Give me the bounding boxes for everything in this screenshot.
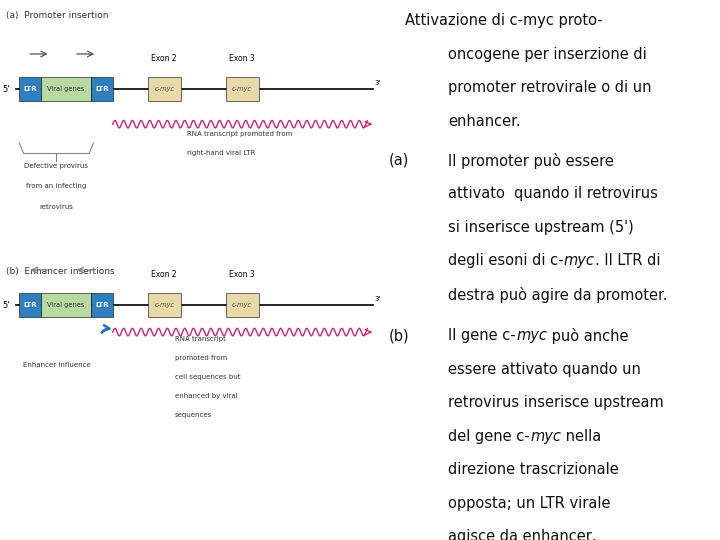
Bar	[148, 77, 181, 101]
Text: promoter retrovirale o di un: promoter retrovirale o di un	[449, 80, 652, 96]
Text: Exon 2: Exon 2	[151, 54, 177, 63]
Text: LTR: LTR	[95, 86, 109, 92]
Text: del gene c-: del gene c-	[449, 429, 530, 444]
Text: destra può agire da promoter.: destra può agire da promoter.	[449, 287, 668, 303]
Text: si inserisce upstream (5'): si inserisce upstream (5')	[449, 220, 634, 235]
Text: RNA transcript promoted from: RNA transcript promoted from	[186, 131, 292, 137]
Text: essere attivato quando un: essere attivato quando un	[449, 362, 642, 377]
Text: (a): (a)	[389, 153, 409, 168]
Text: LTR: LTR	[23, 86, 37, 92]
Bar	[91, 293, 113, 317]
Bar	[148, 293, 181, 317]
Bar	[19, 293, 41, 317]
Text: from an infecting: from an infecting	[26, 183, 86, 189]
Text: (b)  Enhancer insertions: (b) Enhancer insertions	[6, 267, 114, 276]
Text: opposta; un LTR virale: opposta; un LTR virale	[449, 496, 611, 511]
Text: LTR: LTR	[23, 302, 37, 308]
Text: myc: myc	[564, 253, 595, 268]
Text: Exon 3: Exon 3	[229, 54, 255, 63]
Text: LTR: LTR	[95, 302, 109, 308]
Text: (a)  Promoter insertion: (a) Promoter insertion	[6, 11, 108, 20]
Text: retrovirus inserisce upstream: retrovirus inserisce upstream	[449, 395, 664, 410]
Text: direzione trascrizionale: direzione trascrizionale	[449, 462, 619, 477]
Text: . Il LTR di: . Il LTR di	[595, 253, 660, 268]
Text: cell sequences but: cell sequences but	[175, 374, 240, 380]
Text: Defective provirus: Defective provirus	[24, 163, 89, 168]
Text: (b): (b)	[389, 328, 410, 343]
Bar	[19, 77, 41, 101]
Bar	[225, 293, 258, 317]
Bar	[225, 77, 258, 101]
Text: Il gene c-: Il gene c-	[449, 328, 516, 343]
Text: Il promoter può essere: Il promoter può essere	[449, 153, 614, 169]
Text: Viral genes: Viral genes	[48, 302, 85, 308]
Text: degli esoni di c-: degli esoni di c-	[449, 253, 564, 268]
Text: myc: myc	[530, 429, 561, 444]
Text: oncogene per inserzione di: oncogene per inserzione di	[449, 47, 647, 62]
Text: RNA transcript: RNA transcript	[175, 336, 226, 342]
Text: promoted from: promoted from	[175, 355, 228, 361]
Text: Enhancer influence: Enhancer influence	[22, 362, 90, 368]
Text: enhanced by viral: enhanced by viral	[175, 393, 238, 399]
Text: 3': 3'	[374, 295, 380, 302]
Text: 3': 3'	[374, 79, 380, 86]
Text: right-hand viral LTR: right-hand viral LTR	[186, 150, 255, 156]
Text: sequences: sequences	[175, 412, 212, 418]
Text: Exon 3: Exon 3	[229, 270, 255, 279]
Text: myc: myc	[516, 328, 547, 343]
Text: nella: nella	[561, 429, 601, 444]
Text: agisce da enhancer,: agisce da enhancer,	[449, 529, 597, 540]
Text: c-myc: c-myc	[154, 86, 174, 92]
Bar	[41, 293, 91, 317]
Bar	[41, 77, 91, 101]
Text: 5': 5'	[2, 301, 9, 309]
Text: c-myc: c-myc	[232, 86, 252, 92]
Text: c-myc: c-myc	[154, 302, 174, 308]
Text: c-myc: c-myc	[232, 302, 252, 308]
Text: Viral genes: Viral genes	[48, 86, 85, 92]
Text: retrovirus: retrovirus	[40, 204, 73, 210]
Text: può anche: può anche	[547, 328, 629, 345]
Text: 5': 5'	[2, 85, 9, 93]
Text: attivato  quando il retrovirus: attivato quando il retrovirus	[449, 186, 658, 201]
Text: Attivazione di c-myc proto-: Attivazione di c-myc proto-	[405, 14, 603, 29]
Bar	[91, 77, 113, 101]
Text: enhancer.: enhancer.	[449, 114, 521, 129]
Text: Exon 2: Exon 2	[151, 270, 177, 279]
